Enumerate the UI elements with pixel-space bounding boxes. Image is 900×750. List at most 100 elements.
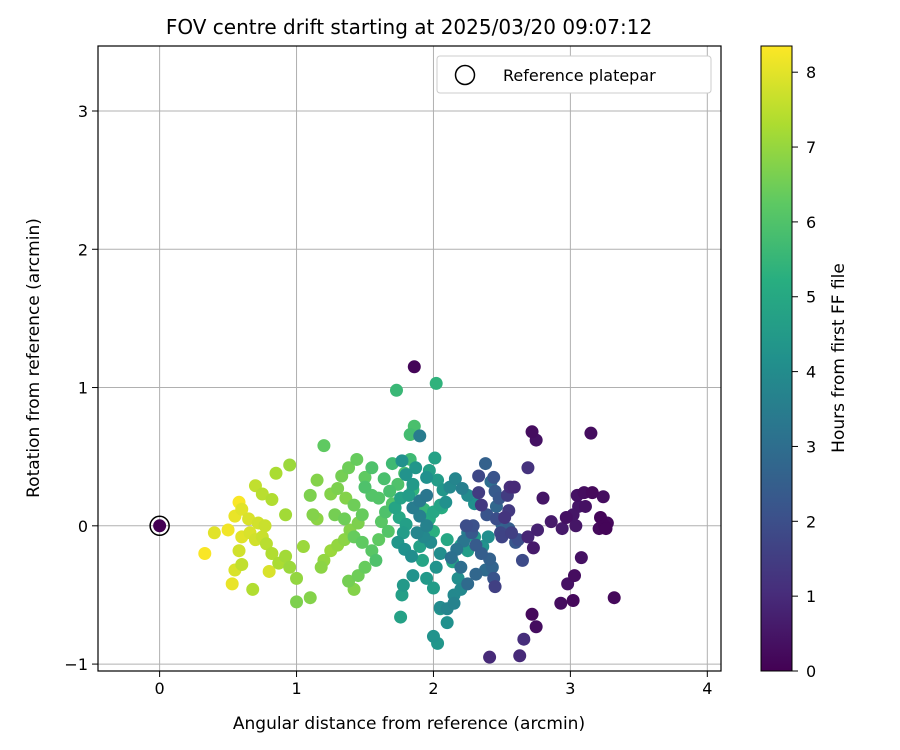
scatter-point bbox=[409, 461, 423, 475]
scatter-point bbox=[507, 480, 521, 494]
scatter-point bbox=[420, 488, 434, 502]
plot-frame bbox=[97, 45, 722, 672]
scatter-point bbox=[310, 473, 324, 487]
scatter-point bbox=[355, 535, 369, 549]
scatter-point bbox=[472, 486, 486, 500]
reference-marker bbox=[149, 515, 170, 537]
scatter-point bbox=[447, 596, 461, 610]
scatter-point bbox=[265, 493, 279, 507]
colorbar-ticks: 0 1 2 3 4 5 6 7 8 bbox=[792, 63, 816, 681]
scatter-point bbox=[255, 487, 269, 501]
scatter-point bbox=[198, 546, 212, 560]
scatter-point bbox=[469, 538, 483, 552]
scatter-point bbox=[395, 454, 409, 468]
scatter-point bbox=[555, 522, 569, 536]
scatter-point bbox=[559, 511, 573, 525]
scatter-point bbox=[481, 530, 495, 544]
scatter-point bbox=[578, 499, 592, 513]
scatter-point bbox=[262, 564, 276, 578]
legend: Reference platepar bbox=[436, 55, 712, 94]
scatter-point bbox=[290, 571, 304, 585]
y-tick-label: 2 bbox=[78, 240, 88, 259]
scatter-point bbox=[389, 383, 403, 397]
scatter-point bbox=[225, 577, 239, 591]
scatter-point bbox=[469, 567, 483, 581]
scatter-point bbox=[358, 480, 372, 494]
scatter-point bbox=[388, 501, 402, 515]
scatter-point bbox=[440, 533, 454, 547]
colorbar-tick-label: 7 bbox=[806, 138, 816, 157]
scatter-point bbox=[454, 560, 468, 574]
colorbar-tick-label: 5 bbox=[806, 288, 816, 307]
scatter-point bbox=[531, 523, 545, 537]
scatter-point bbox=[369, 553, 383, 567]
scatter-point bbox=[529, 620, 543, 634]
scatter-point bbox=[515, 553, 529, 567]
scatter-point bbox=[235, 502, 249, 516]
scatter-point bbox=[585, 486, 599, 500]
colorbar-tick-label: 6 bbox=[806, 213, 816, 232]
scatter-point bbox=[420, 519, 434, 533]
scatter-point bbox=[440, 616, 454, 630]
scatter-point bbox=[567, 569, 581, 583]
colorbar-tick-label: 8 bbox=[806, 63, 816, 82]
scatter-point bbox=[283, 560, 297, 574]
scatter-point bbox=[342, 574, 356, 588]
scatter-point bbox=[521, 461, 535, 475]
scatter-point bbox=[505, 526, 519, 540]
grid bbox=[98, 46, 721, 671]
scatter-point bbox=[259, 537, 273, 551]
scatter-point bbox=[498, 511, 512, 525]
colorbar-tick-label: 4 bbox=[806, 363, 816, 382]
scatter-point bbox=[337, 512, 351, 526]
scatter-point bbox=[461, 577, 475, 591]
colorbar-label: Hours from first FF file bbox=[829, 263, 849, 453]
legend-box bbox=[436, 55, 712, 94]
x-tick-label: 3 bbox=[565, 679, 575, 698]
scatter-point bbox=[317, 439, 331, 453]
scatter-point bbox=[451, 571, 465, 585]
scatter-point bbox=[410, 526, 424, 540]
y-axis-label: Rotation from reference (arcmin) bbox=[24, 218, 44, 498]
scatter-point bbox=[513, 649, 527, 663]
scatter-point bbox=[235, 558, 249, 572]
y-tick-label: 0 bbox=[78, 517, 88, 536]
x-tick-label: 0 bbox=[155, 679, 165, 698]
scatter-point bbox=[383, 484, 397, 498]
scatter-point bbox=[365, 461, 379, 475]
scatter-point bbox=[413, 429, 427, 443]
scatter-point bbox=[246, 582, 260, 596]
scatter-point bbox=[296, 540, 310, 554]
scatter-point bbox=[488, 580, 502, 594]
y-tick-label: 3 bbox=[78, 102, 88, 121]
scatter-point bbox=[448, 472, 462, 486]
legend-reference-marker bbox=[454, 64, 476, 86]
scatter-point bbox=[596, 490, 610, 504]
scatter-point bbox=[283, 458, 297, 472]
scatter-point bbox=[355, 508, 369, 522]
scatter-point bbox=[377, 472, 391, 486]
colorbar: 0 1 2 3 4 5 6 7 8 Hours from first FF file bbox=[760, 45, 849, 681]
scatter-point bbox=[574, 551, 588, 565]
scatter-point bbox=[399, 468, 413, 482]
colorbar-gradient bbox=[760, 45, 793, 672]
scatter-point bbox=[350, 452, 364, 466]
scatter-point bbox=[406, 477, 420, 491]
scatter-point bbox=[525, 425, 539, 439]
x-axis-label: Angular distance from reference (arcmin) bbox=[233, 714, 585, 734]
colorbar-tick-label: 1 bbox=[806, 587, 816, 606]
scatter-point bbox=[279, 549, 293, 563]
scatter-point bbox=[396, 578, 410, 592]
y-axis-ticks: −1 0 1 2 3 bbox=[64, 102, 98, 674]
scatter-point bbox=[405, 549, 419, 563]
scatter-point bbox=[416, 553, 430, 567]
scatter-point bbox=[487, 470, 501, 484]
scatter-point bbox=[396, 526, 410, 540]
scatter-point bbox=[258, 519, 272, 533]
colorbar-tick-label: 2 bbox=[806, 512, 816, 531]
x-tick-label: 4 bbox=[702, 679, 712, 698]
data-points bbox=[153, 360, 621, 664]
scatter-point bbox=[459, 519, 473, 533]
scatter-point bbox=[525, 607, 539, 621]
